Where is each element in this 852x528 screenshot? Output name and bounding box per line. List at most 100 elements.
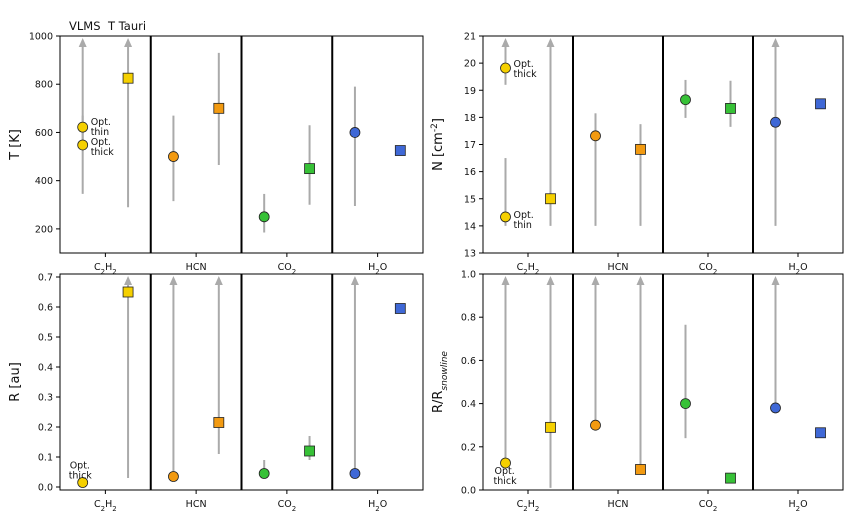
category-label-c2h2: C2H2 xyxy=(94,499,117,513)
y-tick-label: 1000 xyxy=(29,32,53,43)
marker-ttauri-h2o xyxy=(815,98,826,110)
category-label-h2o: H2O xyxy=(368,499,387,513)
marker-vlms-h2o xyxy=(770,402,781,414)
y-tick-label: 20 xyxy=(464,59,476,70)
arrow-head xyxy=(78,38,87,47)
marker-ttauri-co2 xyxy=(304,163,315,175)
marker-vlms-c2h2 xyxy=(500,62,511,74)
y-tick-label: 1.0 xyxy=(461,270,476,281)
category-label-h2o: H2O xyxy=(788,499,807,513)
marker-ttauri-h2o xyxy=(815,427,826,439)
marker-vlms-c2h2 xyxy=(77,121,89,133)
arrow-head xyxy=(214,276,223,285)
chart-panel-4: 0.0 0.2 0.4 0.6 0.8 1.0 C2H2 HCN CO2 H2O R/Rsnowli… xyxy=(431,270,844,513)
annotation-line2: thick xyxy=(494,476,518,487)
category-label-c2h2: C2H2 xyxy=(94,262,117,276)
annotation-line1: Opt. xyxy=(514,59,534,70)
arrow-head xyxy=(501,276,510,285)
annotation-line2: thick xyxy=(69,471,93,482)
y-tick-label: 21 xyxy=(464,32,476,43)
legend-vlms: VLMS xyxy=(69,19,101,33)
category-label-c2h2: C2H2 xyxy=(517,262,540,276)
category-label-h2o: H2O xyxy=(788,262,807,276)
marker-ttauri-co2 xyxy=(725,103,736,114)
marker-ttauri-c2h2 xyxy=(545,421,556,433)
marker-vlms-hcn xyxy=(168,151,179,162)
arrow-head xyxy=(591,276,600,285)
arrow-head xyxy=(771,276,780,285)
marker-ttauri-hcn xyxy=(635,464,646,475)
y-tick-label: 18 xyxy=(464,113,476,124)
marker-vlms-h2o xyxy=(770,116,781,128)
y-tick-label: 15 xyxy=(464,194,476,205)
annotation-line2: thick xyxy=(91,147,115,158)
annotation-line1: Opt. xyxy=(495,466,515,477)
arrow-head xyxy=(501,38,510,47)
y-axis-label: R [au] xyxy=(8,362,23,402)
marker-vlms-co2 xyxy=(258,211,270,223)
marker-vlms-co2 xyxy=(680,398,691,410)
marker-vlms-hcn xyxy=(590,419,601,431)
chart-panel-2: 13 14 15 16 17 18 19 20 21 C2H2 HCN CO2 H2O N [cm-2] O… xyxy=(430,32,844,276)
y-tick-label: 600 xyxy=(35,128,53,139)
category-label-co2: CO2 xyxy=(278,262,297,276)
y-tick-label: 0.6 xyxy=(461,356,476,367)
y-tick-label: 200 xyxy=(35,224,53,235)
y-tick-label: 0.2 xyxy=(461,442,476,453)
y-axis-label: R/Rsnowline xyxy=(431,351,450,413)
y-tick-label: 13 xyxy=(464,249,476,260)
arrow-head xyxy=(546,38,555,47)
arrow-head xyxy=(169,276,178,285)
marker-ttauri-co2 xyxy=(725,472,736,484)
y-axis-label: N [cm-2] xyxy=(430,118,446,171)
arrow-head xyxy=(124,276,133,285)
marker-ttauri-h2o xyxy=(394,303,406,314)
marker-ttauri-c2h2 xyxy=(545,193,556,205)
arrow-head xyxy=(350,276,359,285)
marker-ttauri-h2o xyxy=(394,145,406,156)
annotation-line2: thin xyxy=(91,127,109,138)
marker-vlms-c2h2 xyxy=(77,139,89,151)
category-label-h2o: H2O xyxy=(368,262,387,276)
legend-ttauri: T Tauri xyxy=(107,19,146,33)
marker-vlms-co2 xyxy=(258,468,270,479)
annotation-line1: Opt. xyxy=(70,461,90,472)
y-tick-label: 0.2 xyxy=(38,423,53,434)
category-label-hcn: HCN xyxy=(186,499,207,510)
marker-vlms-c2h2 xyxy=(77,477,89,488)
y-tick-label: 800 xyxy=(35,80,53,91)
y-tick-label: 0.4 xyxy=(38,363,53,374)
annotation-line2: thin xyxy=(514,220,532,231)
annotation-line1: Opt. xyxy=(91,117,111,128)
chart-panel-3: 0.0 0.1 0.2 0.3 0.4 0.5 0.6 0.7 C2H2 HCN CO2 H2O R [… xyxy=(8,273,424,513)
category-label-hcn: HCN xyxy=(186,262,207,273)
marker-ttauri-co2 xyxy=(304,445,315,457)
y-tick-label: 400 xyxy=(35,176,53,187)
marker-ttauri-c2h2 xyxy=(122,72,134,84)
y-tick-label: 0.0 xyxy=(38,483,53,494)
marker-vlms-c2h2 xyxy=(500,457,511,469)
y-tick-label: 0.4 xyxy=(461,399,476,410)
category-label-co2: CO2 xyxy=(699,499,718,513)
y-tick-label: 16 xyxy=(464,167,476,178)
y-tick-label: 0.3 xyxy=(38,393,53,404)
marker-vlms-hcn xyxy=(590,130,601,142)
marker-ttauri-hcn xyxy=(213,417,225,428)
marker-vlms-co2 xyxy=(680,94,691,106)
category-label-co2: CO2 xyxy=(699,262,718,276)
marker-ttauri-c2h2 xyxy=(122,286,134,298)
y-tick-label: 0.8 xyxy=(461,313,476,324)
marker-vlms-h2o xyxy=(349,468,361,479)
marker-vlms-c2h2 xyxy=(500,211,511,223)
legend-header: VLMS T Tauri xyxy=(69,19,146,33)
marker-vlms-hcn xyxy=(168,471,179,482)
y-tick-label: 14 xyxy=(464,221,476,232)
y-tick-label: 0.0 xyxy=(461,486,476,497)
annotation-line1: Opt. xyxy=(514,210,534,221)
arrow-head xyxy=(124,38,133,47)
category-label-hcn: HCN xyxy=(608,262,629,273)
y-axis-label: T [K] xyxy=(8,129,23,161)
